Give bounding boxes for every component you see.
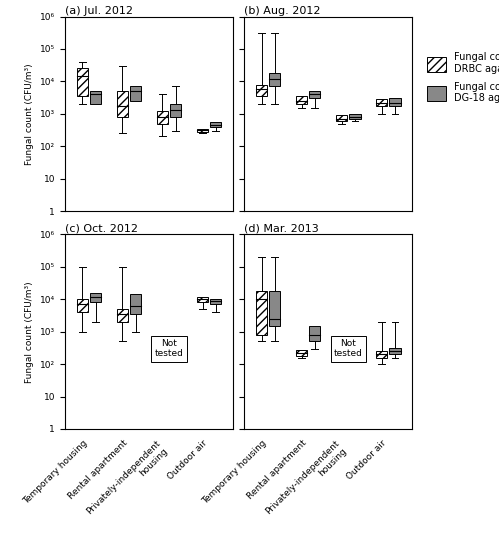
Bar xyxy=(376,351,387,358)
Bar xyxy=(269,73,280,86)
Text: (b) Aug. 2012: (b) Aug. 2012 xyxy=(244,6,320,16)
Bar xyxy=(256,291,267,335)
Bar xyxy=(296,96,307,104)
Bar xyxy=(117,91,128,117)
Text: (c) Oct. 2012: (c) Oct. 2012 xyxy=(65,224,138,234)
Bar xyxy=(90,91,101,104)
Bar xyxy=(117,309,128,322)
Y-axis label: Fungal count (CFU/m³): Fungal count (CFU/m³) xyxy=(25,281,34,382)
Bar xyxy=(210,122,222,128)
Bar xyxy=(157,111,168,124)
Bar xyxy=(90,293,101,303)
Bar xyxy=(170,104,181,117)
Bar xyxy=(130,294,141,314)
Text: Not
tested: Not tested xyxy=(155,339,184,359)
Y-axis label: Fungal count (CFU/m³): Fungal count (CFU/m³) xyxy=(25,63,34,164)
Bar xyxy=(210,299,222,304)
Bar xyxy=(349,114,361,119)
Bar xyxy=(336,116,347,121)
Bar xyxy=(389,348,401,354)
Bar xyxy=(130,86,141,101)
Bar xyxy=(256,85,267,96)
Bar xyxy=(77,68,88,96)
Bar xyxy=(269,291,280,326)
Bar xyxy=(197,296,208,303)
Bar xyxy=(77,299,88,312)
Text: Not
tested: Not tested xyxy=(334,339,363,359)
Text: (a) Jul. 2012: (a) Jul. 2012 xyxy=(65,6,133,16)
Bar xyxy=(296,350,307,356)
Bar xyxy=(197,129,208,131)
Bar xyxy=(376,100,387,106)
Bar xyxy=(389,98,401,106)
Legend: Fungal count on
DRBC agar plate, Fungal count on
DG-18 agar plate: Fungal count on DRBC agar plate, Fungal … xyxy=(425,51,499,106)
Bar xyxy=(309,91,320,98)
Text: (d) Mar. 2013: (d) Mar. 2013 xyxy=(244,224,319,234)
Bar xyxy=(309,326,320,342)
